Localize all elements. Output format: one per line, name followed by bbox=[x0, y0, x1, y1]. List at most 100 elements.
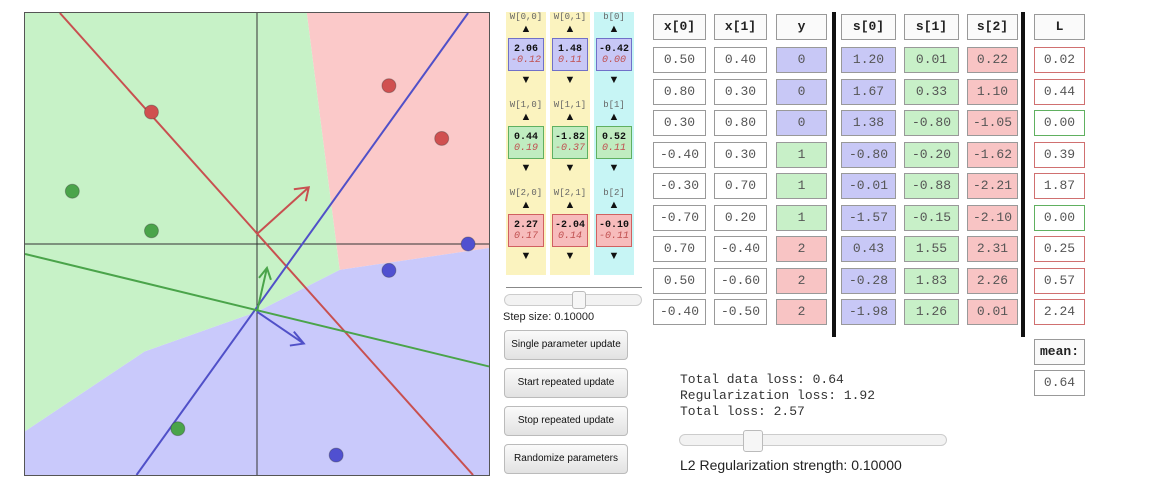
cell-x0: -0.40 bbox=[653, 141, 706, 168]
param-label: b[1] bbox=[603, 100, 625, 110]
param-gradient: 0.00 bbox=[601, 55, 626, 66]
cell-x1: -0.50 bbox=[714, 299, 767, 325]
cell-L: 0.00 bbox=[1034, 110, 1085, 136]
cell-y: 2 bbox=[776, 267, 827, 294]
param-label: W[1,1] bbox=[553, 100, 587, 110]
decision-boundary-plot[interactable] bbox=[24, 12, 490, 476]
param-value: 0.44 bbox=[513, 132, 538, 143]
cell-s2: 2.26 bbox=[967, 267, 1018, 294]
param-value-w0-2: 2.27 0.17 bbox=[508, 214, 544, 247]
single-update-button[interactable]: Single parameter update bbox=[504, 330, 628, 360]
param-value: 2.27 bbox=[513, 220, 538, 231]
cell-s0: 1.38 bbox=[841, 110, 896, 136]
cell-s1: 1.83 bbox=[904, 267, 959, 294]
param-value: -2.04 bbox=[554, 220, 585, 231]
data-point[interactable] bbox=[434, 130, 450, 146]
decrement-arrow-icon[interactable]: ▼ bbox=[608, 250, 620, 262]
region-class-1 bbox=[25, 13, 340, 432]
param-value-w0-1: 0.44 0.19 bbox=[508, 126, 544, 159]
increment-arrow-icon[interactable]: ▲ bbox=[564, 111, 576, 123]
column-header: L bbox=[1034, 14, 1085, 40]
boundary-line-blue bbox=[135, 13, 469, 475]
cell-s0: -1.57 bbox=[841, 204, 896, 231]
column-header: x[1] bbox=[714, 14, 767, 40]
cell-s1: 0.33 bbox=[904, 78, 959, 105]
table-divider-1 bbox=[832, 12, 836, 337]
data-point[interactable] bbox=[381, 262, 397, 278]
param-value-w1-0: 1.48 0.11 bbox=[552, 38, 588, 71]
cell-s1: -0.15 bbox=[904, 204, 959, 231]
data-point[interactable] bbox=[460, 236, 476, 252]
param-gradient: 0.14 bbox=[557, 231, 582, 242]
increment-arrow-icon[interactable]: ▲ bbox=[564, 199, 576, 211]
step-size-slider-thumb[interactable] bbox=[572, 291, 587, 309]
increment-arrow-icon[interactable]: ▲ bbox=[520, 199, 532, 211]
cell-y: 0 bbox=[776, 47, 827, 73]
params-divider bbox=[506, 287, 642, 288]
column-header: s[1] bbox=[904, 14, 959, 40]
total-loss-text: Total loss: 2.57 bbox=[680, 404, 805, 419]
data-point[interactable] bbox=[170, 421, 186, 437]
cell-x0: 0.70 bbox=[653, 236, 706, 262]
decrement-arrow-icon[interactable]: ▼ bbox=[520, 74, 532, 86]
decrement-arrow-icon[interactable]: ▼ bbox=[608, 162, 620, 174]
data-point[interactable] bbox=[64, 183, 80, 199]
decrement-arrow-icon[interactable]: ▼ bbox=[520, 162, 532, 174]
cell-y: 0 bbox=[776, 78, 827, 105]
cell-s2: -1.05 bbox=[967, 110, 1018, 136]
param-value: -0.10 bbox=[598, 220, 629, 231]
data-point[interactable] bbox=[381, 78, 397, 94]
decrement-arrow-icon[interactable]: ▼ bbox=[564, 250, 576, 262]
param-label: W[0,0] bbox=[509, 12, 543, 22]
increment-arrow-icon[interactable]: ▲ bbox=[608, 23, 620, 35]
randomize-button[interactable]: Randomize parameters bbox=[504, 444, 628, 474]
cell-y: 1 bbox=[776, 173, 827, 199]
start-repeated-button[interactable]: Start repeated update bbox=[504, 368, 628, 398]
increment-arrow-icon[interactable]: ▲ bbox=[520, 111, 532, 123]
cell-s2: 0.01 bbox=[967, 299, 1018, 325]
cell-s1: 1.55 bbox=[904, 236, 959, 262]
l2-strength-slider[interactable] bbox=[679, 434, 947, 446]
param-value: -0.42 bbox=[598, 44, 629, 55]
param-value-w1-1: -1.82 -0.37 bbox=[552, 126, 588, 159]
l2-strength-slider-thumb[interactable] bbox=[743, 430, 764, 452]
increment-arrow-icon[interactable]: ▲ bbox=[608, 199, 620, 211]
cell-x0: -0.40 bbox=[653, 299, 706, 325]
decrement-arrow-icon[interactable]: ▼ bbox=[564, 162, 576, 174]
table-divider-2 bbox=[1021, 12, 1025, 337]
param-gradient: -0.11 bbox=[598, 231, 629, 242]
param-label: W[2,1] bbox=[553, 188, 587, 198]
cell-L: 0.44 bbox=[1034, 78, 1085, 105]
data-point[interactable] bbox=[328, 447, 344, 463]
cell-L: 0.25 bbox=[1034, 236, 1085, 262]
cell-L: 0.39 bbox=[1034, 141, 1085, 168]
decrement-arrow-icon[interactable]: ▼ bbox=[564, 74, 576, 86]
param-label: b[2] bbox=[603, 188, 625, 198]
cell-s2: 2.31 bbox=[967, 236, 1018, 262]
param-label: W[2,0] bbox=[509, 188, 543, 198]
cell-s0: -0.28 bbox=[841, 267, 896, 294]
param-value: 0.52 bbox=[601, 132, 626, 143]
increment-arrow-icon[interactable]: ▲ bbox=[520, 23, 532, 35]
stop-repeated-button[interactable]: Stop repeated update bbox=[504, 406, 628, 436]
param-value-b-1: 0.52 0.11 bbox=[596, 126, 632, 159]
cell-x1: -0.40 bbox=[714, 236, 767, 262]
cell-s0: -1.98 bbox=[841, 299, 896, 325]
param-label: W[1,0] bbox=[509, 100, 543, 110]
decrement-arrow-icon[interactable]: ▼ bbox=[608, 74, 620, 86]
region-class-2 bbox=[306, 13, 489, 270]
cell-s1: -0.80 bbox=[904, 110, 959, 136]
cell-x1: -0.60 bbox=[714, 267, 767, 294]
data-point[interactable] bbox=[143, 223, 159, 239]
column-header: x[0] bbox=[653, 14, 706, 40]
increment-arrow-icon[interactable]: ▲ bbox=[608, 111, 620, 123]
data-point[interactable] bbox=[143, 104, 159, 120]
param-label: W[0,1] bbox=[553, 12, 587, 22]
cell-y: 1 bbox=[776, 204, 827, 231]
increment-arrow-icon[interactable]: ▲ bbox=[564, 23, 576, 35]
cell-L: 2.24 bbox=[1034, 299, 1085, 325]
cell-s2: -2.10 bbox=[967, 204, 1018, 231]
weight-arrow-red bbox=[256, 186, 311, 235]
decrement-arrow-icon[interactable]: ▼ bbox=[520, 250, 532, 262]
cell-x1: 0.40 bbox=[714, 47, 767, 73]
